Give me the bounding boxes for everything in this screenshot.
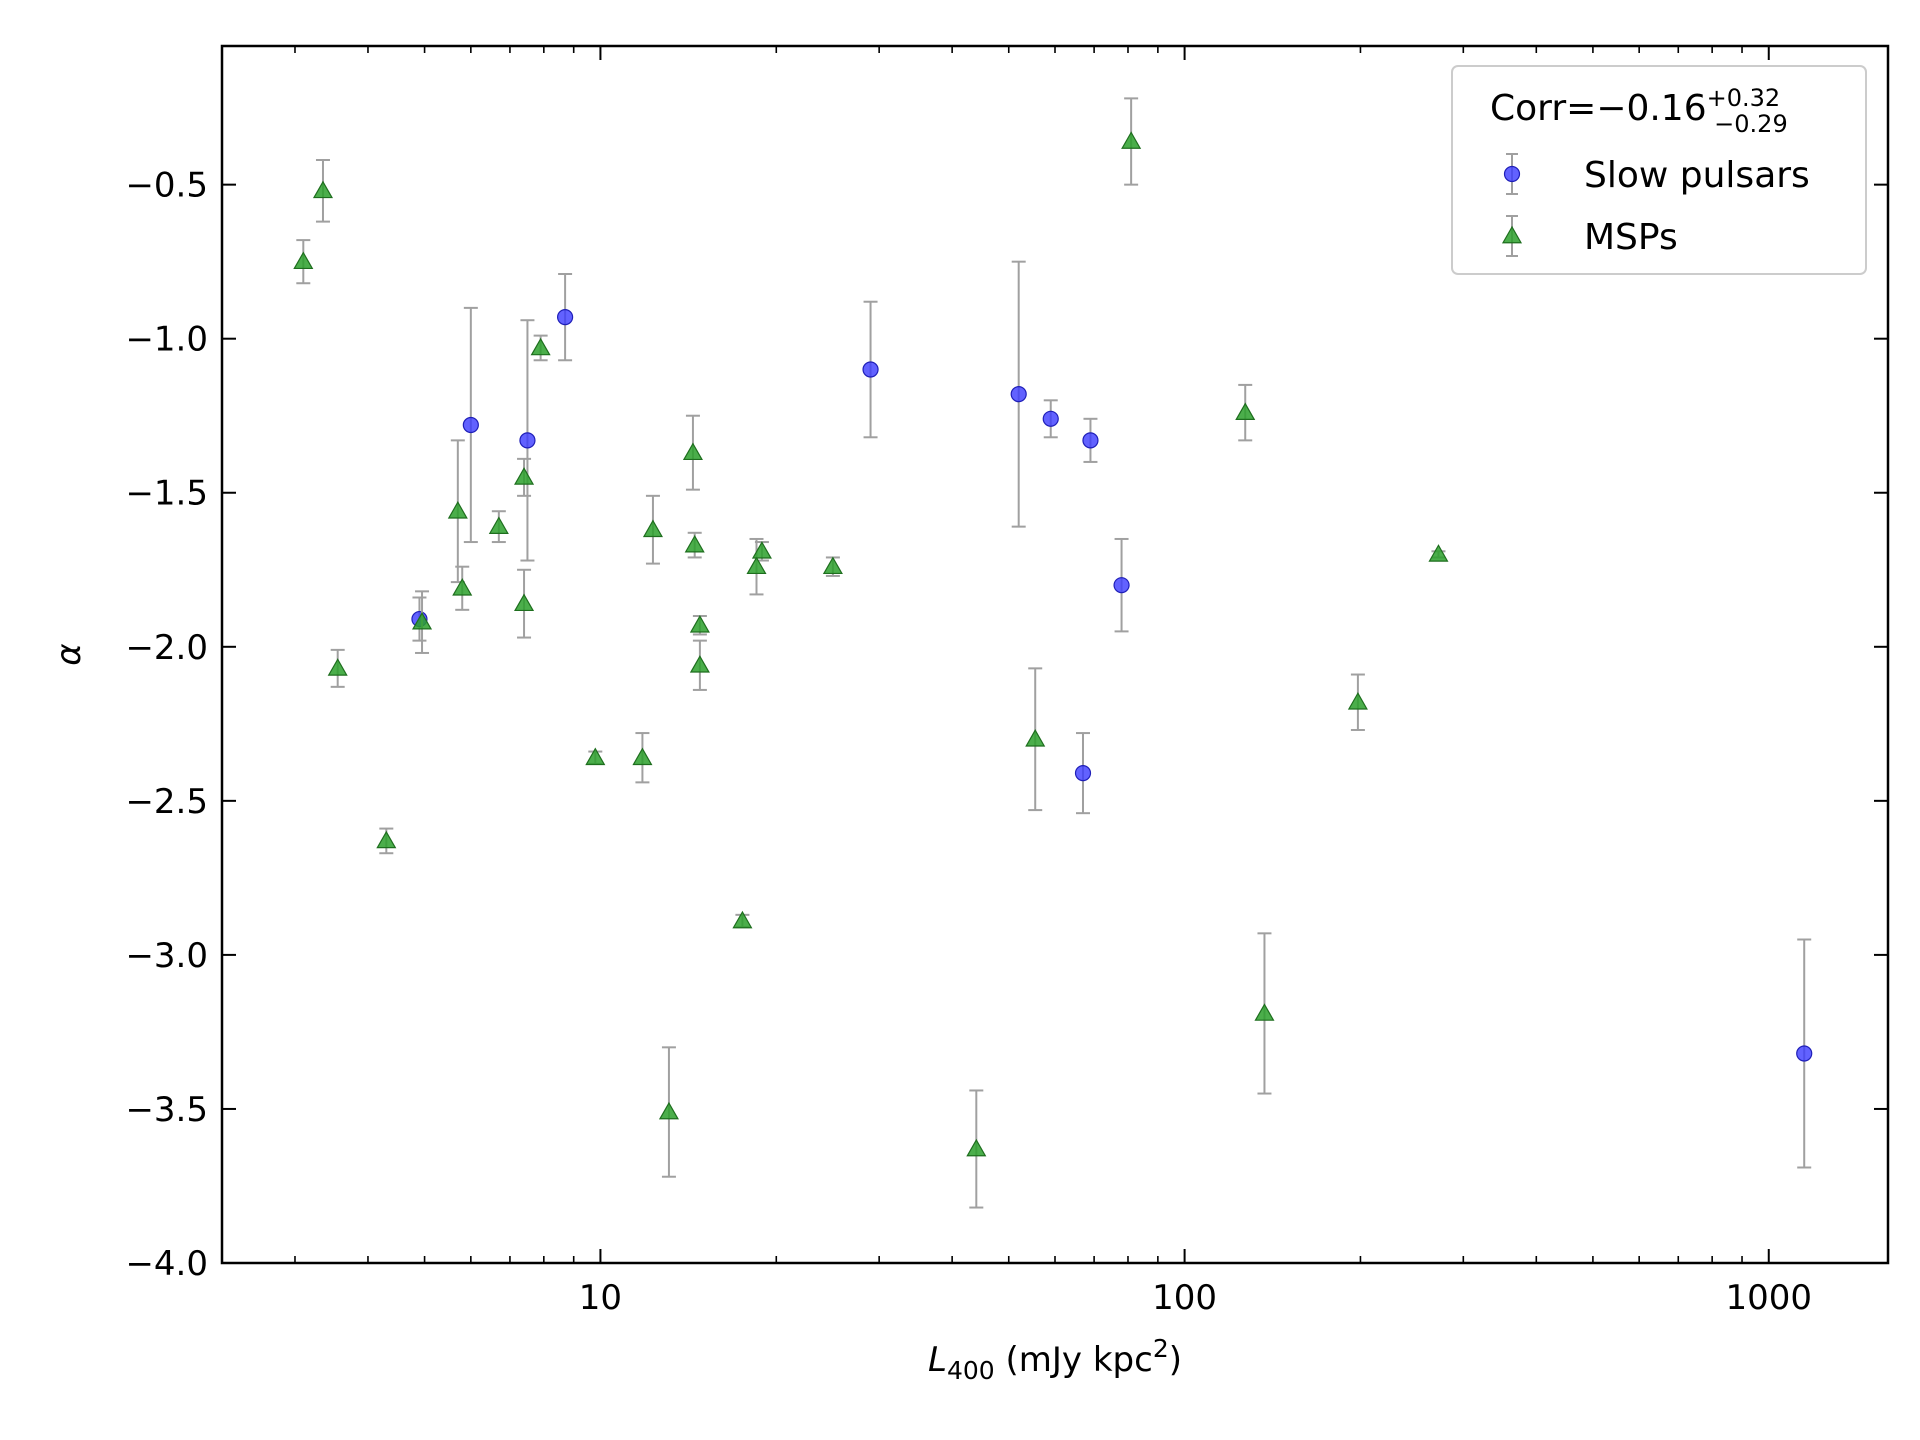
legend-label-msps: MSPs bbox=[1584, 217, 1678, 258]
msp-point bbox=[312, 180, 334, 199]
x-tick-label: 10 bbox=[579, 1278, 622, 1318]
msp-point bbox=[1428, 544, 1449, 562]
x-tick-label: 1000 bbox=[1725, 1278, 1812, 1318]
slow-pulsar-point bbox=[1010, 386, 1027, 403]
legend-title: Corr=−0.16+0.32 −0.29 bbox=[1490, 84, 1788, 138]
y-tick-label: −1.0 bbox=[125, 320, 208, 360]
x-axis-label: L400 (mJy kpc2) bbox=[928, 1334, 1182, 1385]
y-tick-label: −0.5 bbox=[125, 166, 208, 206]
axes: 10 100 1000 −4.0 −3.5 −3.0 −2.5 −2.0 −1.5 −1.0 −0.… bbox=[49, 44, 1890, 1385]
msp-point bbox=[658, 1101, 679, 1120]
msp-point bbox=[1235, 402, 1256, 420]
slow-pulsar-point bbox=[1796, 1045, 1813, 1062]
msp-point bbox=[682, 442, 703, 461]
msp-point bbox=[447, 501, 468, 519]
msp-point bbox=[1347, 692, 1368, 710]
msp-point bbox=[1254, 1003, 1275, 1021]
legend-box bbox=[1451, 65, 1867, 275]
slow-pulsar-point bbox=[1074, 765, 1092, 782]
msp-point bbox=[684, 534, 705, 553]
plot-area bbox=[293, 97, 1813, 1209]
legend: Corr=−0.16+0.32 −0.29 Slow pulsars MSPs bbox=[1451, 65, 1867, 275]
y-tick-label: −4.0 bbox=[125, 1244, 208, 1284]
msp-point bbox=[642, 519, 663, 538]
msp-point bbox=[689, 655, 710, 673]
legend-marker-msps bbox=[1501, 225, 1523, 244]
msp-point bbox=[411, 611, 433, 630]
msp-point bbox=[585, 747, 606, 766]
legend-label-slow-pulsars: Slow pulsars bbox=[1584, 155, 1810, 196]
msp-point bbox=[514, 467, 535, 485]
msp-point bbox=[966, 1138, 987, 1157]
y-tick-label: −3.0 bbox=[125, 936, 208, 976]
y-axis-label: α bbox=[49, 643, 89, 665]
y-tick-label: −1.5 bbox=[125, 474, 208, 514]
msp-point bbox=[822, 556, 843, 575]
slow-pulsar-point bbox=[1113, 577, 1130, 594]
msp-point bbox=[530, 337, 551, 356]
msp-point bbox=[746, 556, 767, 575]
msp-point bbox=[751, 541, 772, 559]
msp-point bbox=[514, 593, 535, 612]
slow-pulsar-point bbox=[557, 309, 574, 326]
slow-pulsar-point bbox=[1082, 432, 1099, 449]
legend-marker-slow-pulsars bbox=[1503, 165, 1521, 183]
msp-point bbox=[732, 910, 753, 929]
msp-point bbox=[689, 615, 710, 633]
msp-point bbox=[1121, 131, 1142, 149]
msp-point bbox=[327, 658, 348, 676]
x-tick-label: 100 bbox=[1152, 1278, 1217, 1318]
slow-pulsar-point bbox=[462, 416, 479, 434]
msp-point bbox=[632, 747, 653, 766]
msp-point bbox=[376, 830, 397, 849]
msp-point bbox=[488, 516, 509, 534]
y-tick-label: −2.0 bbox=[125, 628, 208, 668]
series-msps bbox=[293, 97, 1449, 1209]
slow-pulsar-point bbox=[1042, 410, 1059, 427]
msp-point bbox=[1025, 729, 1046, 747]
slow-pulsar-point bbox=[519, 432, 536, 449]
msp-point bbox=[293, 251, 314, 270]
slow-pulsar-point bbox=[862, 361, 879, 378]
y-tick-label: −2.5 bbox=[125, 782, 208, 822]
msp-point bbox=[452, 578, 473, 596]
y-tick-label: −3.5 bbox=[125, 1090, 208, 1130]
